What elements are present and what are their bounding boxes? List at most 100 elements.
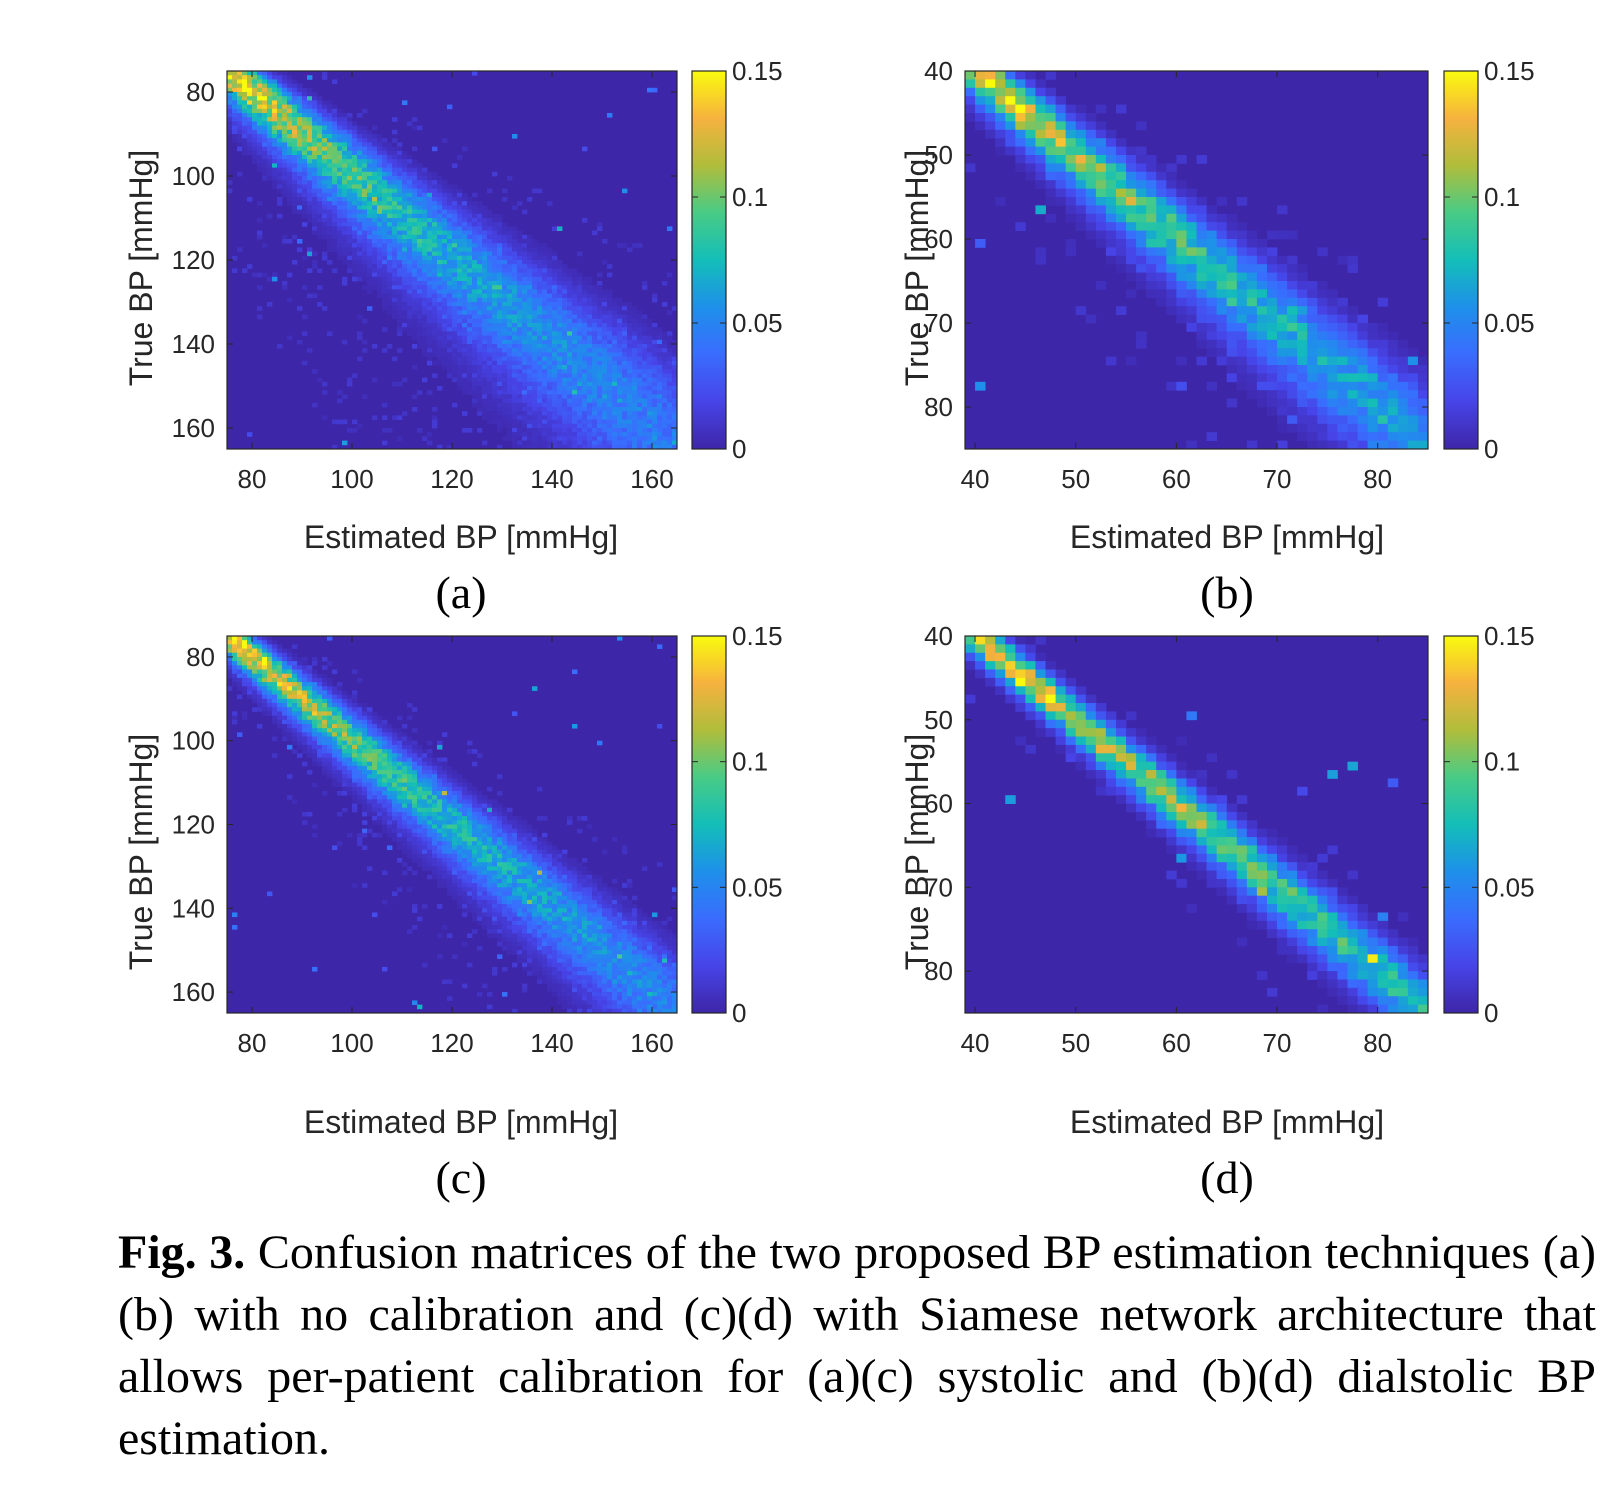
heatmap-cell xyxy=(282,707,288,712)
heatmap-cell xyxy=(1397,390,1409,399)
heatmap-cell xyxy=(452,306,458,311)
heatmap-cell xyxy=(332,155,338,160)
heatmap-cell xyxy=(517,247,523,252)
heatmap-cell xyxy=(367,715,373,721)
heatmap-cell xyxy=(672,415,678,420)
heatmap-cell xyxy=(1166,272,1177,282)
heatmap-cell xyxy=(457,222,463,227)
heatmap-cell xyxy=(387,264,393,269)
y-tick-label: 60 xyxy=(924,224,953,254)
heatmap-cell xyxy=(1206,306,1218,315)
heatmap-cell xyxy=(297,707,303,712)
heatmap-cell xyxy=(392,285,398,290)
heatmap-cell xyxy=(1387,432,1399,441)
heatmap-cell xyxy=(1387,348,1399,357)
heatmap-cell xyxy=(462,234,468,240)
heatmap-cell xyxy=(597,415,603,420)
heatmap-cell xyxy=(342,192,348,198)
heatmap-cell xyxy=(402,230,408,236)
heatmap-cell xyxy=(1266,398,1278,408)
heatmap-cell xyxy=(607,386,613,391)
heatmap-cell xyxy=(347,255,353,261)
heatmap-cell xyxy=(1226,339,1238,349)
heatmap-cell xyxy=(557,356,563,362)
heatmap-cell xyxy=(492,260,498,265)
heatmap-cell xyxy=(532,369,538,374)
heatmap-cell xyxy=(352,176,358,181)
heatmap-cell xyxy=(552,423,558,429)
heatmap-cell xyxy=(282,661,288,666)
heatmap-cell xyxy=(362,255,368,261)
heatmap-cell xyxy=(297,167,303,173)
heatmap-cell xyxy=(617,377,623,383)
heatmap-cell xyxy=(1045,180,1056,189)
heatmap-cell xyxy=(257,138,263,143)
heatmap-cell xyxy=(507,398,513,404)
heatmap-cell xyxy=(1256,365,1268,374)
heatmap-cell xyxy=(1307,407,1318,416)
heatmap-cell xyxy=(1196,289,1207,299)
heatmap-cell xyxy=(1055,104,1067,114)
heatmap-cell xyxy=(1045,96,1056,105)
y-tick-label: 140 xyxy=(172,329,215,359)
heatmap-cell xyxy=(237,661,243,666)
heatmap-cell xyxy=(592,373,598,378)
heatmap-cell xyxy=(642,348,648,353)
heatmap-cell xyxy=(627,327,633,332)
heatmap-cell xyxy=(422,297,428,303)
heatmap-cell xyxy=(1005,71,1016,80)
heatmap-cell xyxy=(377,184,383,189)
heatmap-cell xyxy=(387,251,393,257)
heatmap-cell xyxy=(567,432,573,437)
heatmap-cell xyxy=(407,260,413,265)
heatmap-cell xyxy=(552,293,558,299)
heatmap-cell xyxy=(402,218,408,223)
heatmap-cell xyxy=(272,167,278,173)
heatmap-cell xyxy=(577,440,583,446)
heatmap-cell xyxy=(487,373,493,378)
heatmap-cell xyxy=(1055,121,1067,131)
heatmap-cell xyxy=(232,129,238,135)
heatmap-cell xyxy=(257,142,263,147)
heatmap-cell xyxy=(347,146,353,152)
heatmap-cell xyxy=(477,323,483,328)
heatmap-cell xyxy=(487,239,493,244)
heatmap-cell xyxy=(577,381,583,387)
heatmap-cell xyxy=(327,260,333,265)
heatmap-cell xyxy=(1156,255,1167,265)
heatmap-cell xyxy=(352,146,358,152)
heatmap-cell xyxy=(347,226,353,231)
heatmap-cell xyxy=(377,281,383,286)
heatmap-cell xyxy=(432,192,438,198)
heatmap-cell xyxy=(632,411,638,416)
heatmap-cell xyxy=(1126,180,1137,189)
heatmap-cell xyxy=(457,293,463,299)
heatmap-cell xyxy=(1166,239,1177,248)
heatmap-cell xyxy=(407,310,413,315)
heatmap-cell xyxy=(262,640,268,645)
heatmap-cell xyxy=(667,423,673,429)
heatmap-cell xyxy=(322,686,328,691)
heatmap-cell xyxy=(392,138,398,143)
heatmap-cell xyxy=(557,268,563,273)
heatmap-cell xyxy=(427,302,433,307)
heatmap-cell xyxy=(492,344,498,349)
heatmap-cell xyxy=(287,75,293,80)
heatmap-cell xyxy=(617,423,623,429)
heatmap-cell xyxy=(1035,180,1046,189)
heatmap-cell xyxy=(567,398,573,404)
heatmap-cell xyxy=(462,344,468,349)
heatmap-cell xyxy=(357,255,363,261)
heatmap-cell xyxy=(307,108,313,114)
heatmap-cell xyxy=(492,394,498,399)
heatmap-cell xyxy=(457,285,463,290)
heatmap-cell xyxy=(472,390,478,395)
heatmap-cell xyxy=(652,323,658,328)
heatmap-cell xyxy=(522,444,528,450)
heatmap-cell xyxy=(482,327,488,332)
heatmap-cell xyxy=(352,138,358,143)
heatmap-cell xyxy=(547,398,553,404)
heatmap-cell xyxy=(277,155,283,160)
heatmap-cell xyxy=(277,344,283,349)
heatmap-cell xyxy=(502,415,508,420)
